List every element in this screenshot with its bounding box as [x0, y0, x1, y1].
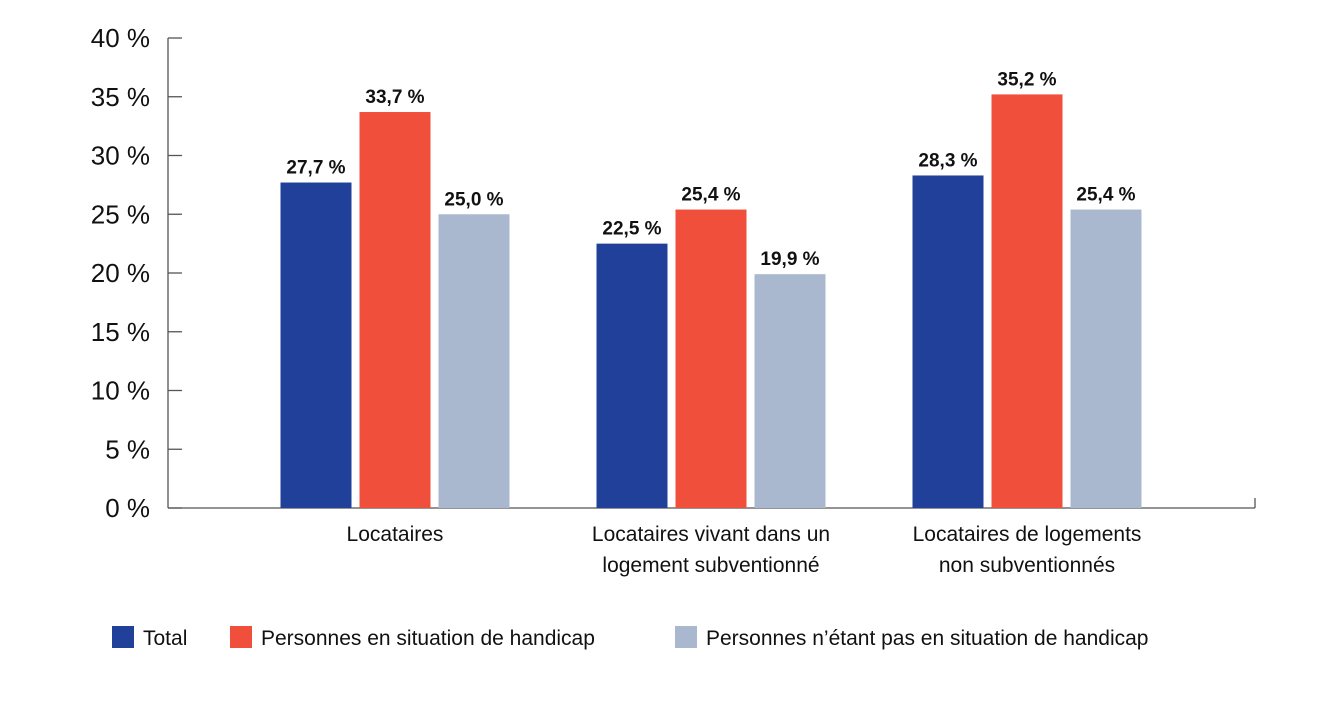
chart-bars: 27,7 % 33,7 % 25,0 % 22,5 % 25,4 % 19,9 % 28,3… — [280, 69, 1142, 509]
y-tick-label: 40 % — [91, 23, 150, 53]
bar — [359, 112, 431, 509]
bar — [280, 182, 352, 508]
bar — [438, 214, 510, 508]
legend-label: Total — [143, 627, 187, 650]
bar — [596, 243, 668, 508]
data-label: 25,0 % — [444, 189, 503, 210]
y-tick-label: 30 % — [91, 141, 150, 171]
data-label: 33,7 % — [365, 87, 424, 108]
data-label: 22,5 % — [602, 219, 661, 240]
category-label: logement subventionné — [602, 554, 819, 577]
y-tick-label: 5 % — [105, 434, 150, 464]
bar — [912, 175, 984, 508]
y-tick-label: 15 % — [91, 317, 150, 347]
legend-swatch — [675, 626, 697, 648]
bar — [675, 209, 747, 509]
y-tick-label: 20 % — [91, 258, 150, 288]
category-label: Locataires — [347, 523, 444, 546]
category-labels: Locataires Locataires vivant dans un logem… — [347, 523, 1142, 577]
data-label: 27,7 % — [286, 158, 345, 179]
y-tick-label: 0 % — [105, 493, 150, 523]
legend-item: Total — [112, 626, 187, 650]
data-label: 28,3 % — [918, 150, 977, 171]
category-label: non subventionnés — [939, 554, 1115, 577]
chart-axes: 0 % 5 % 10 % 15 % 20 % 25 % 30 % 35 % 40 % — [91, 23, 1256, 523]
data-label: 25,4 % — [681, 185, 740, 206]
chart-legend: Total Personnes en situation de handicap P… — [112, 626, 1149, 650]
bar — [754, 274, 826, 508]
data-label: 25,4 % — [1076, 185, 1135, 206]
data-label: 35,2 % — [997, 69, 1056, 90]
legend-label: Personnes en situation de handicap — [261, 627, 595, 650]
bar — [991, 94, 1063, 509]
y-tick-label: 25 % — [91, 199, 150, 229]
category-label: Locataires vivant dans un — [592, 523, 830, 546]
y-tick-label: 35 % — [91, 82, 150, 112]
legend-swatch — [230, 626, 252, 648]
y-tick-label: 10 % — [91, 376, 150, 406]
legend-item: Personnes n’étant pas en situation de ha… — [675, 626, 1149, 650]
legend-label: Personnes n’étant pas en situation de ha… — [706, 627, 1149, 650]
category-label: Locataires de logements — [913, 523, 1142, 546]
bar — [1070, 209, 1142, 509]
legend-item: Personnes en situation de handicap — [230, 626, 595, 650]
legend-swatch — [112, 626, 134, 648]
data-label: 19,9 % — [760, 249, 819, 270]
